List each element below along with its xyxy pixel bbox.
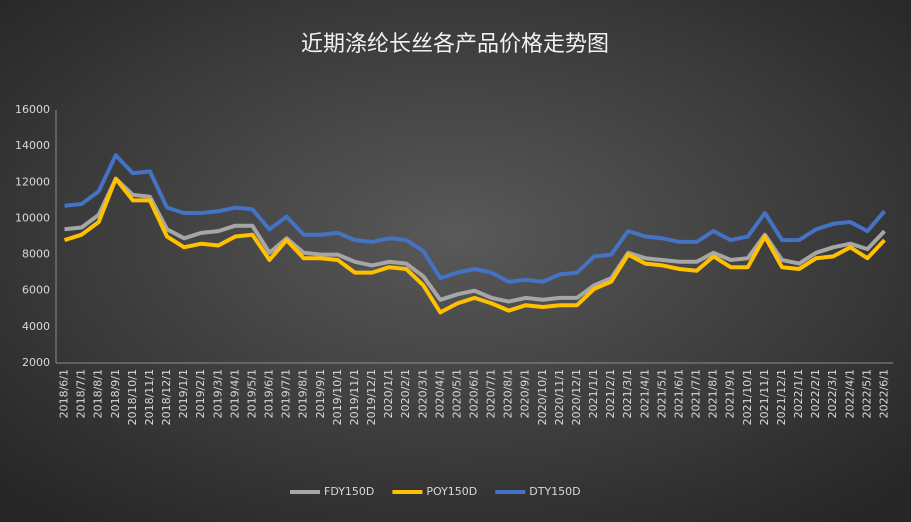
x-tick-label: 2018/12/1 (160, 369, 173, 425)
x-tick-label: 2021/12/1 (775, 369, 788, 425)
x-tick-label: 2018/9/1 (109, 369, 122, 418)
x-tick-label: 2019/5/1 (245, 369, 258, 418)
x-tick-label: 2020/7/1 (485, 369, 498, 418)
x-tick-label: 2019/9/1 (314, 369, 327, 418)
y-tick-label: 6000 (22, 284, 50, 297)
y-tick-label: 2000 (22, 356, 50, 369)
x-tick-label: 2020/4/1 (433, 369, 446, 418)
x-tick-label: 2019/7/1 (280, 369, 293, 418)
x-tick-label: 2021/4/1 (638, 369, 651, 418)
x-tick-label: 2020/10/1 (536, 369, 549, 425)
x-tick-label: 2020/12/1 (570, 369, 583, 425)
x-tick-label: 2019/12/1 (365, 369, 378, 425)
x-tick-label: 2020/2/1 (399, 369, 412, 418)
x-tick-label: 2021/3/1 (621, 369, 634, 418)
x-tick-label: 2019/2/1 (194, 369, 207, 418)
x-tick-label: 2019/10/1 (331, 369, 344, 425)
x-tick-label: 2022/4/1 (843, 369, 856, 418)
x-tick-label: 2019/11/1 (348, 369, 361, 425)
x-tick-label: 2019/6/1 (263, 369, 276, 418)
y-tick-label: 14000 (15, 139, 50, 152)
x-tick-label: 2018/6/1 (58, 369, 71, 418)
x-tick-label: 2022/2/1 (809, 369, 822, 418)
x-tick-label: 2022/6/1 (877, 369, 890, 418)
legend-label: POY150D (426, 485, 477, 498)
y-tick-label: 8000 (22, 248, 50, 261)
y-tick-label: 10000 (15, 211, 50, 224)
x-tick-label: 2021/9/1 (724, 369, 737, 418)
x-tick-label: 2018/11/1 (143, 369, 156, 425)
line-series (64, 153, 887, 284)
x-tick-label: 2021/8/1 (707, 369, 720, 418)
x-tick-label: 2019/1/1 (177, 369, 190, 418)
x-tick-label: 2020/8/1 (502, 369, 515, 418)
x-tick-label: 2021/10/1 (741, 369, 754, 425)
x-tick-label: 2021/7/1 (690, 369, 703, 418)
x-tick-label: 2018/10/1 (126, 369, 139, 425)
x-tick-label: 2020/5/1 (450, 369, 463, 418)
y-tick-label: 16000 (15, 103, 50, 116)
x-tick-label: 2021/11/1 (758, 369, 771, 425)
x-tick-label: 2020/9/1 (519, 369, 532, 418)
x-tick-label: 2021/1/1 (587, 369, 600, 418)
line-series (63, 176, 886, 315)
x-tick-label: 2021/5/1 (655, 369, 668, 418)
legend-label: DTY150D (529, 485, 580, 498)
x-tick-label: 2018/7/1 (75, 369, 88, 418)
x-tick-label: 2021/2/1 (604, 369, 617, 418)
x-tick-label: 2022/1/1 (792, 369, 805, 418)
legend-label: FDY150D (324, 485, 374, 498)
x-tick-label: 2020/1/1 (382, 369, 395, 418)
x-tick-label: 2019/8/1 (297, 369, 310, 418)
line-series (64, 176, 886, 304)
x-tick-label: 2019/3/1 (211, 369, 224, 418)
x-tick-label: 2020/3/1 (416, 369, 429, 418)
chart-title: 近期涤纶长丝各产品价格走势图 (301, 32, 609, 57)
x-tick-label: 2022/5/1 (860, 369, 873, 418)
x-tick-label: 2018/8/1 (92, 369, 105, 418)
x-tick-label: 2022/3/1 (826, 369, 839, 418)
x-tick-label: 2020/11/1 (553, 369, 566, 425)
x-tick-label: 2019/4/1 (228, 369, 241, 418)
y-tick-label: 4000 (22, 320, 50, 333)
y-tick-label: 12000 (15, 175, 50, 188)
x-tick-label: 2021/6/1 (672, 369, 685, 418)
x-tick-label: 2020/6/1 (468, 369, 481, 418)
